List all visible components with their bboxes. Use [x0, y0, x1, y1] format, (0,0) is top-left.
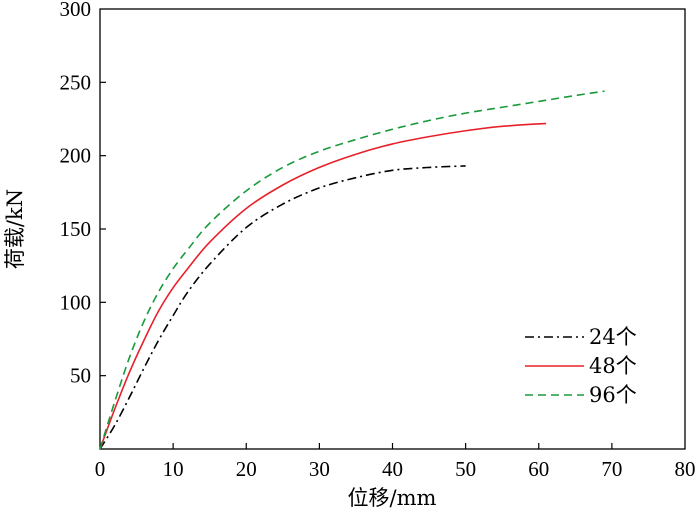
legend-label-1: 48个: [589, 354, 637, 378]
x-tick-label: 20: [236, 457, 257, 481]
y-tick-label: 50: [70, 364, 91, 388]
legend-label-0: 24个: [589, 325, 637, 349]
series-lines: [99, 90, 605, 450]
x-axis-title: 位移/mm: [348, 486, 437, 510]
y-tick-label: 150: [60, 217, 92, 241]
x-tick-label: 10: [163, 457, 184, 481]
axis-ticks: 0 10 20 30 40 50 60 70 80 50 100 150 200 250 300: [60, 0, 696, 481]
x-tick-label: 50: [455, 457, 476, 481]
series-line-1: [99, 122, 547, 450]
y-tick-label: 100: [60, 290, 92, 314]
legend: 24个 48个 96个: [525, 325, 637, 407]
series-line-2: [99, 90, 605, 450]
x-tick-label: 40: [382, 457, 403, 481]
series-line-0: [99, 165, 466, 450]
x-tick-label: 30: [309, 457, 330, 481]
x-tick-label: 80: [675, 457, 696, 481]
y-tick-label: 200: [60, 144, 92, 168]
y-axis-title: 荷载/kN: [3, 189, 27, 269]
x-tick-label: 70: [601, 457, 622, 481]
x-tick-label: 0: [95, 457, 106, 481]
y-tick-label: 250: [60, 70, 92, 94]
y-tick-label: 300: [60, 0, 92, 21]
x-tick-label: 60: [528, 457, 549, 481]
legend-label-2: 96个: [589, 383, 637, 407]
